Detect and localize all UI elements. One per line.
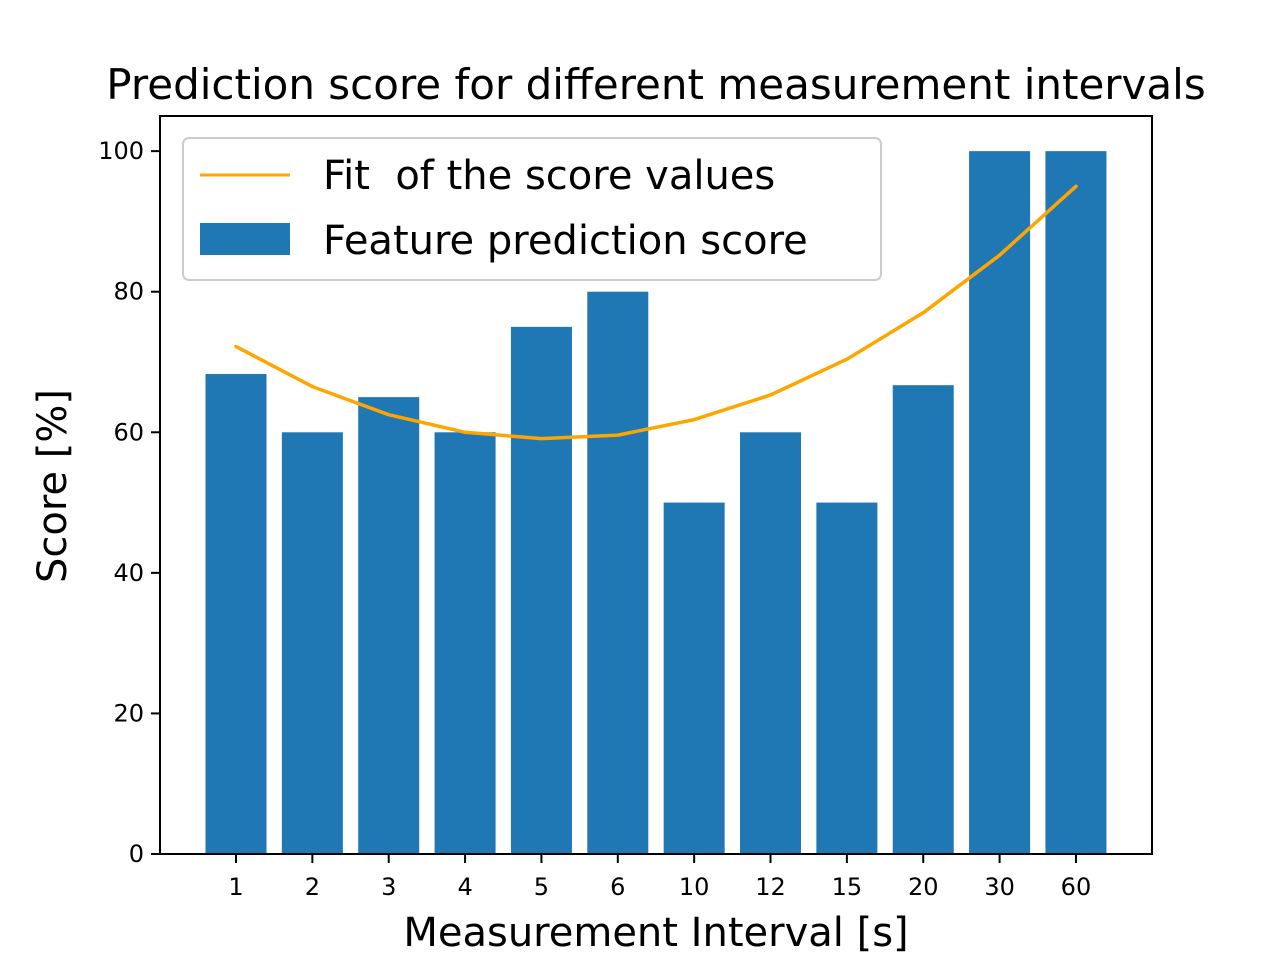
y-axis: 0 20 40 60 80 100: [98, 137, 160, 868]
x-tick-label-30: 30: [984, 873, 1015, 901]
x-tick-label-4: 4: [457, 873, 472, 901]
bar-60s: [1045, 151, 1107, 855]
x-tick-label-10: 10: [679, 873, 710, 901]
x-tick-label-3: 3: [381, 873, 396, 901]
x-tick-label-6: 6: [610, 873, 625, 901]
y-axis-label: Score [%]: [30, 389, 76, 583]
plot-area: [205, 151, 1107, 855]
y-tick-label-40: 40: [113, 559, 144, 587]
x-tick-label-2: 2: [305, 873, 320, 901]
fit-line: [234, 184, 1078, 441]
x-axis: 1 2 3 4 5 6 10 12 15 20 30 60: [228, 854, 1091, 901]
y-tick-label-60: 60: [113, 418, 144, 446]
y-tick-label-0: 0: [129, 840, 144, 868]
bar-10s: [663, 502, 725, 854]
bar-30s: [969, 151, 1031, 855]
y-tick-label-80: 80: [113, 278, 144, 306]
x-tick-label-5: 5: [534, 873, 549, 901]
chart-title: Prediction score for different measureme…: [106, 60, 1205, 109]
bar-1s: [205, 373, 267, 854]
bar-20s: [892, 385, 954, 854]
legend-box: [182, 137, 882, 281]
x-tick-label-15: 15: [832, 873, 863, 901]
plot-frame: [159, 115, 1153, 855]
x-axis-label: Measurement Interval [s]: [403, 910, 908, 956]
x-tick-label-60: 60: [1061, 873, 1092, 901]
y-tick-label-100: 100: [98, 137, 144, 165]
x-tick-label-20: 20: [908, 873, 939, 901]
bar-4s: [434, 432, 496, 854]
legend-fit-label: Fit of the score values: [323, 153, 775, 199]
legend: Fit of the score values Feature predicti…: [182, 137, 882, 281]
x-tick-label-1: 1: [228, 873, 243, 901]
bar-2s: [281, 432, 343, 854]
bar-3s: [358, 397, 420, 854]
legend-bar-swatch: [200, 223, 290, 255]
legend-bar-label: Feature prediction score: [323, 218, 808, 264]
bar-5s: [510, 326, 572, 854]
y-tick-label-20: 20: [113, 699, 144, 727]
x-tick-label-12: 12: [755, 873, 786, 901]
bar-15s: [816, 502, 878, 854]
bar-6s: [587, 291, 649, 854]
bar-12s: [740, 432, 802, 854]
